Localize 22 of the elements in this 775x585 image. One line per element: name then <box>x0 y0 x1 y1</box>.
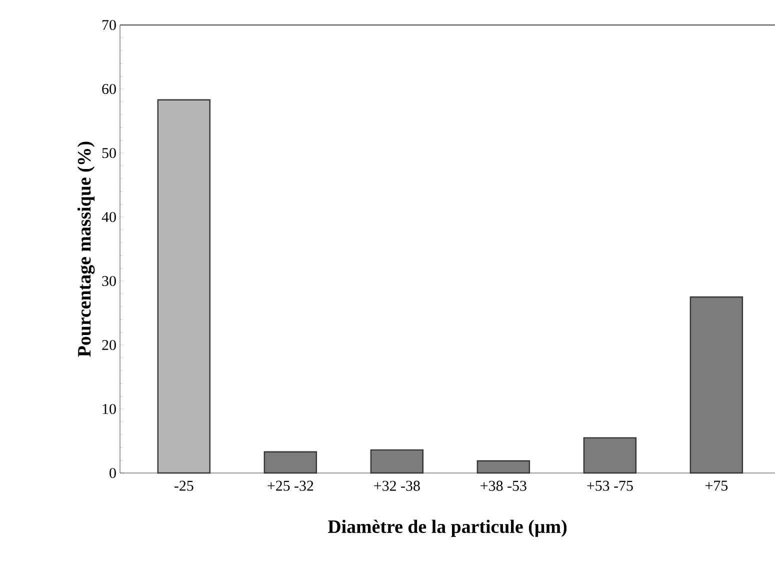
bar <box>476 460 530 474</box>
bar <box>690 296 744 474</box>
bar <box>264 451 318 474</box>
x-tick-label: +38 -53 <box>480 480 526 491</box>
y-tick-label: 10 <box>102 404 116 414</box>
x-tick-label: +32 -38 <box>374 480 420 491</box>
y-tick-label: 20 <box>102 340 116 350</box>
x-axis-title: Diamètre de la particule (µm) <box>328 520 567 537</box>
y-tick-label: 30 <box>102 276 116 286</box>
x-tick-label: +75 <box>705 480 728 491</box>
bar <box>370 449 424 474</box>
y-tick-label: 0 <box>110 468 116 478</box>
y-axis-title: Pourcentage massique (%) <box>77 142 95 357</box>
x-tick-label: +53 -75 <box>587 480 633 491</box>
x-tick-label: -25 <box>174 480 194 491</box>
y-tick-label: 50 <box>102 148 116 158</box>
bar <box>583 437 637 474</box>
y-tick-label: 40 <box>102 212 116 222</box>
x-tick-label: +25 -32 <box>268 480 314 491</box>
y-tick-label: 60 <box>102 84 116 94</box>
y-tick-label: 70 <box>102 20 116 30</box>
bar <box>157 99 211 474</box>
